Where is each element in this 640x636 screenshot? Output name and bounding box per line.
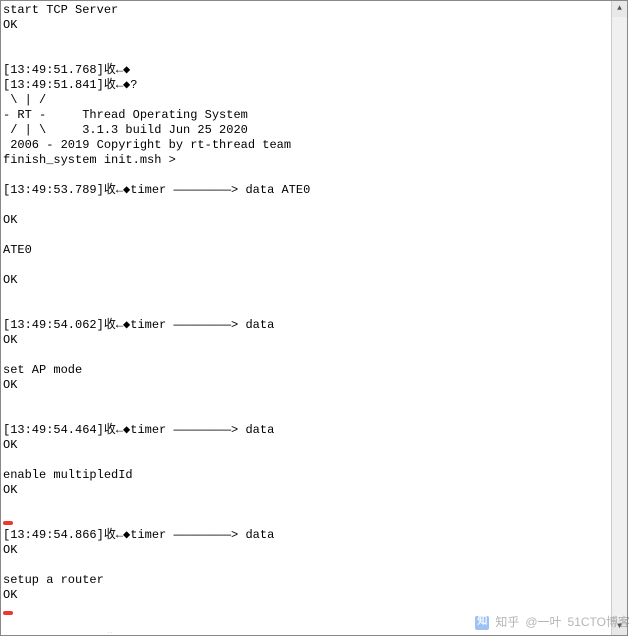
terminal-output: start TCP ServerOK [13:49:51.768]收←◆[13:…: [3, 3, 609, 633]
terminal-line: OK: [3, 378, 609, 393]
terminal-line: [13:49:53.789]收←◆timer ————————> data AT…: [3, 183, 609, 198]
highlighted-text: [3, 611, 13, 615]
terminal-line: set AP mode: [3, 363, 609, 378]
terminal-line: start TCP Server: [3, 3, 609, 18]
terminal-line: setup a router: [3, 573, 609, 588]
terminal-line: [3, 348, 609, 363]
terminal-line: OK: [3, 588, 609, 603]
terminal-line: [13:49:54.464]收←◆timer ————————> data: [3, 423, 609, 438]
scroll-track[interactable]: [612, 17, 627, 619]
screenshot-root: start TCP ServerOK [13:49:51.768]收←◆[13:…: [0, 0, 640, 636]
terminal-line: - RT - Thread Operating System: [3, 108, 609, 123]
terminal-line: [3, 408, 609, 423]
terminal-line: [3, 558, 609, 573]
terminal-line: [3, 618, 609, 633]
terminal-line: [13:49:54.062]收←◆timer ————————> data: [3, 318, 609, 333]
terminal-line: OK: [3, 213, 609, 228]
terminal-line: enable multipledId: [3, 468, 609, 483]
terminal-line: [3, 198, 609, 213]
terminal-line: [3, 228, 609, 243]
terminal-line: \ | /: [3, 93, 609, 108]
terminal-line: [3, 603, 609, 618]
terminal-line: OK: [3, 18, 609, 33]
terminal-line: [3, 303, 609, 318]
terminal-line: [3, 498, 609, 513]
terminal-line: OK: [3, 333, 609, 348]
terminal-line: OK: [3, 273, 609, 288]
terminal-line: [3, 33, 609, 48]
terminal-line: OK: [3, 438, 609, 453]
terminal-line: [13:49:51.768]收←◆: [3, 63, 609, 78]
terminal-line: OK: [3, 543, 609, 558]
terminal-line: finish_system init.msh >: [3, 153, 609, 168]
scroll-up-button[interactable]: ▲: [612, 1, 627, 17]
terminal-line: 2006 - 2019 Copyright by rt-thread team: [3, 138, 609, 153]
terminal-line: [3, 453, 609, 468]
terminal-window: start TCP ServerOK [13:49:51.768]收←◆[13:…: [0, 0, 628, 636]
terminal-line: [3, 48, 609, 63]
terminal-line: / | \ 3.1.3 build Jun 25 2020: [3, 123, 609, 138]
terminal-line: ATE0: [3, 243, 609, 258]
terminal-line: [3, 288, 609, 303]
terminal-line: OK: [3, 483, 609, 498]
terminal-line: [13:49:54.866]收←◆timer ————————> data: [3, 528, 609, 543]
vertical-scrollbar[interactable]: ▲ ▼: [611, 1, 627, 635]
terminal-line: [13:49:51.841]收←◆?: [3, 78, 609, 93]
terminal-line: [3, 393, 609, 408]
terminal-line: [3, 168, 609, 183]
terminal-line: [3, 513, 609, 528]
highlighted-text: [3, 521, 13, 525]
scroll-down-button[interactable]: ▼: [612, 619, 627, 635]
terminal-line: [3, 258, 609, 273]
